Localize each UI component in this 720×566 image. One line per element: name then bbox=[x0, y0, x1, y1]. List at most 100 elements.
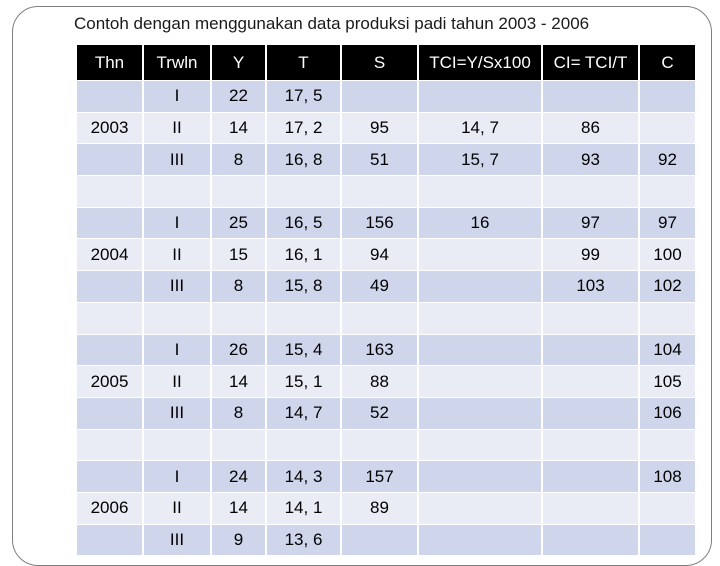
cell-t: 14, 3 bbox=[265, 460, 341, 493]
cell-ci bbox=[541, 80, 639, 113]
cell-tci bbox=[417, 175, 542, 208]
cell-c bbox=[638, 112, 695, 144]
table-row bbox=[77, 302, 695, 334]
cell-y: 22 bbox=[210, 80, 266, 113]
cell-thn bbox=[77, 270, 143, 303]
cell-s: 51 bbox=[340, 143, 418, 176]
table-row: I 22 17, 5 bbox=[77, 80, 695, 113]
cell-trwln: III bbox=[142, 270, 211, 303]
cell-y: 26 bbox=[210, 334, 266, 366]
cell-thn bbox=[77, 80, 143, 113]
header-ci: CI= TCI/T bbox=[541, 45, 639, 81]
cell-y: 14 bbox=[210, 492, 266, 525]
cell-ci: 86 bbox=[541, 112, 639, 144]
cell-t: 14, 1 bbox=[265, 492, 341, 525]
cell-y: 8 bbox=[210, 397, 266, 430]
cell-y: 8 bbox=[210, 270, 266, 303]
cell-ci bbox=[541, 397, 639, 430]
cell-tci bbox=[417, 270, 542, 303]
cell-y: 24 bbox=[210, 460, 266, 493]
cell-t: 14, 7 bbox=[265, 397, 341, 430]
cell-ci: 97 bbox=[541, 207, 639, 239]
cell-tci: 14, 7 bbox=[417, 112, 542, 144]
cell-thn bbox=[77, 302, 143, 334]
cell-ci bbox=[541, 460, 639, 493]
cell-t: 15, 1 bbox=[265, 365, 341, 398]
cell-t: 16, 5 bbox=[265, 207, 341, 239]
cell-t bbox=[265, 175, 341, 208]
cell-s bbox=[340, 80, 418, 113]
cell-tci bbox=[417, 492, 542, 525]
header-t: T bbox=[265, 45, 341, 81]
cell-t: 15, 8 bbox=[265, 270, 341, 303]
cell-c: 102 bbox=[638, 270, 695, 303]
header-tci: TCI=Y/Sx100 bbox=[417, 45, 542, 81]
cell-thn bbox=[77, 397, 143, 430]
cell-t: 15, 4 bbox=[265, 334, 341, 366]
cell-trwln bbox=[142, 175, 211, 208]
cell-s bbox=[340, 429, 418, 461]
cell-c: 92 bbox=[638, 143, 695, 176]
table-row: III 8 14, 7 52 106 bbox=[77, 397, 695, 430]
cell-thn: 2005 bbox=[77, 365, 143, 398]
production-table: Thn Trwln Y T S TCI=Y/Sx100 CI= TCI/T C … bbox=[77, 45, 695, 556]
cell-trwln bbox=[142, 302, 211, 334]
cell-trwln: I bbox=[142, 80, 211, 113]
table-row bbox=[77, 175, 695, 208]
table-row: 2003 II 14 17, 2 95 14, 7 86 bbox=[77, 112, 695, 144]
cell-trwln bbox=[142, 429, 211, 461]
cell-trwln: II bbox=[142, 112, 211, 144]
cell-tci: 16 bbox=[417, 207, 542, 239]
cell-tci bbox=[417, 429, 542, 461]
cell-s bbox=[340, 302, 418, 334]
cell-y bbox=[210, 429, 266, 461]
cell-t: 16, 1 bbox=[265, 238, 341, 271]
cell-s: 156 bbox=[340, 207, 418, 239]
cell-trwln: II bbox=[142, 492, 211, 525]
cell-s: 89 bbox=[340, 492, 418, 525]
cell-tci bbox=[417, 365, 542, 398]
table-row: III 8 15, 8 49 103 102 bbox=[77, 270, 695, 303]
cell-c: 97 bbox=[638, 207, 695, 239]
header-c: C bbox=[638, 45, 695, 81]
cell-trwln: I bbox=[142, 334, 211, 366]
cell-s: 163 bbox=[340, 334, 418, 366]
cell-y: 14 bbox=[210, 112, 266, 144]
cell-ci bbox=[541, 334, 639, 366]
table-row: III 8 16, 8 51 15, 7 93 92 bbox=[77, 143, 695, 176]
cell-c: 100 bbox=[638, 238, 695, 271]
cell-t bbox=[265, 429, 341, 461]
cell-ci: 103 bbox=[541, 270, 639, 303]
cell-thn bbox=[77, 207, 143, 239]
cell-c: 108 bbox=[638, 460, 695, 493]
cell-y: 25 bbox=[210, 207, 266, 239]
cell-trwln: III bbox=[142, 143, 211, 176]
cell-y: 15 bbox=[210, 238, 266, 271]
cell-s: 52 bbox=[340, 397, 418, 430]
cell-trwln: II bbox=[142, 365, 211, 398]
cell-y bbox=[210, 302, 266, 334]
cell-tci bbox=[417, 460, 542, 493]
cell-tci: 15, 7 bbox=[417, 143, 542, 176]
cell-ci bbox=[541, 492, 639, 525]
cell-c bbox=[638, 80, 695, 113]
table-row: I 26 15, 4 163 104 bbox=[77, 334, 695, 366]
cell-tci bbox=[417, 302, 542, 334]
cell-tci bbox=[417, 397, 542, 430]
table-header: Thn Trwln Y T S TCI=Y/Sx100 CI= TCI/T C bbox=[77, 45, 695, 81]
cell-t: 17, 2 bbox=[265, 112, 341, 144]
cell-ci bbox=[541, 175, 639, 208]
cell-y bbox=[210, 175, 266, 208]
header-s: S bbox=[340, 45, 418, 81]
cell-trwln: III bbox=[142, 397, 211, 430]
cell-y: 14 bbox=[210, 365, 266, 398]
header-row: Thn Trwln Y T S TCI=Y/Sx100 CI= TCI/T C bbox=[77, 45, 695, 81]
slide-title: Contoh dengan menggunakan data produksi … bbox=[74, 14, 590, 33]
table-row bbox=[77, 429, 695, 461]
cell-ci bbox=[541, 365, 639, 398]
cell-tci bbox=[417, 238, 542, 271]
cell-thn bbox=[77, 460, 143, 493]
cell-thn: 2004 bbox=[77, 238, 143, 271]
cell-s: 88 bbox=[340, 365, 418, 398]
cell-s: 94 bbox=[340, 238, 418, 271]
